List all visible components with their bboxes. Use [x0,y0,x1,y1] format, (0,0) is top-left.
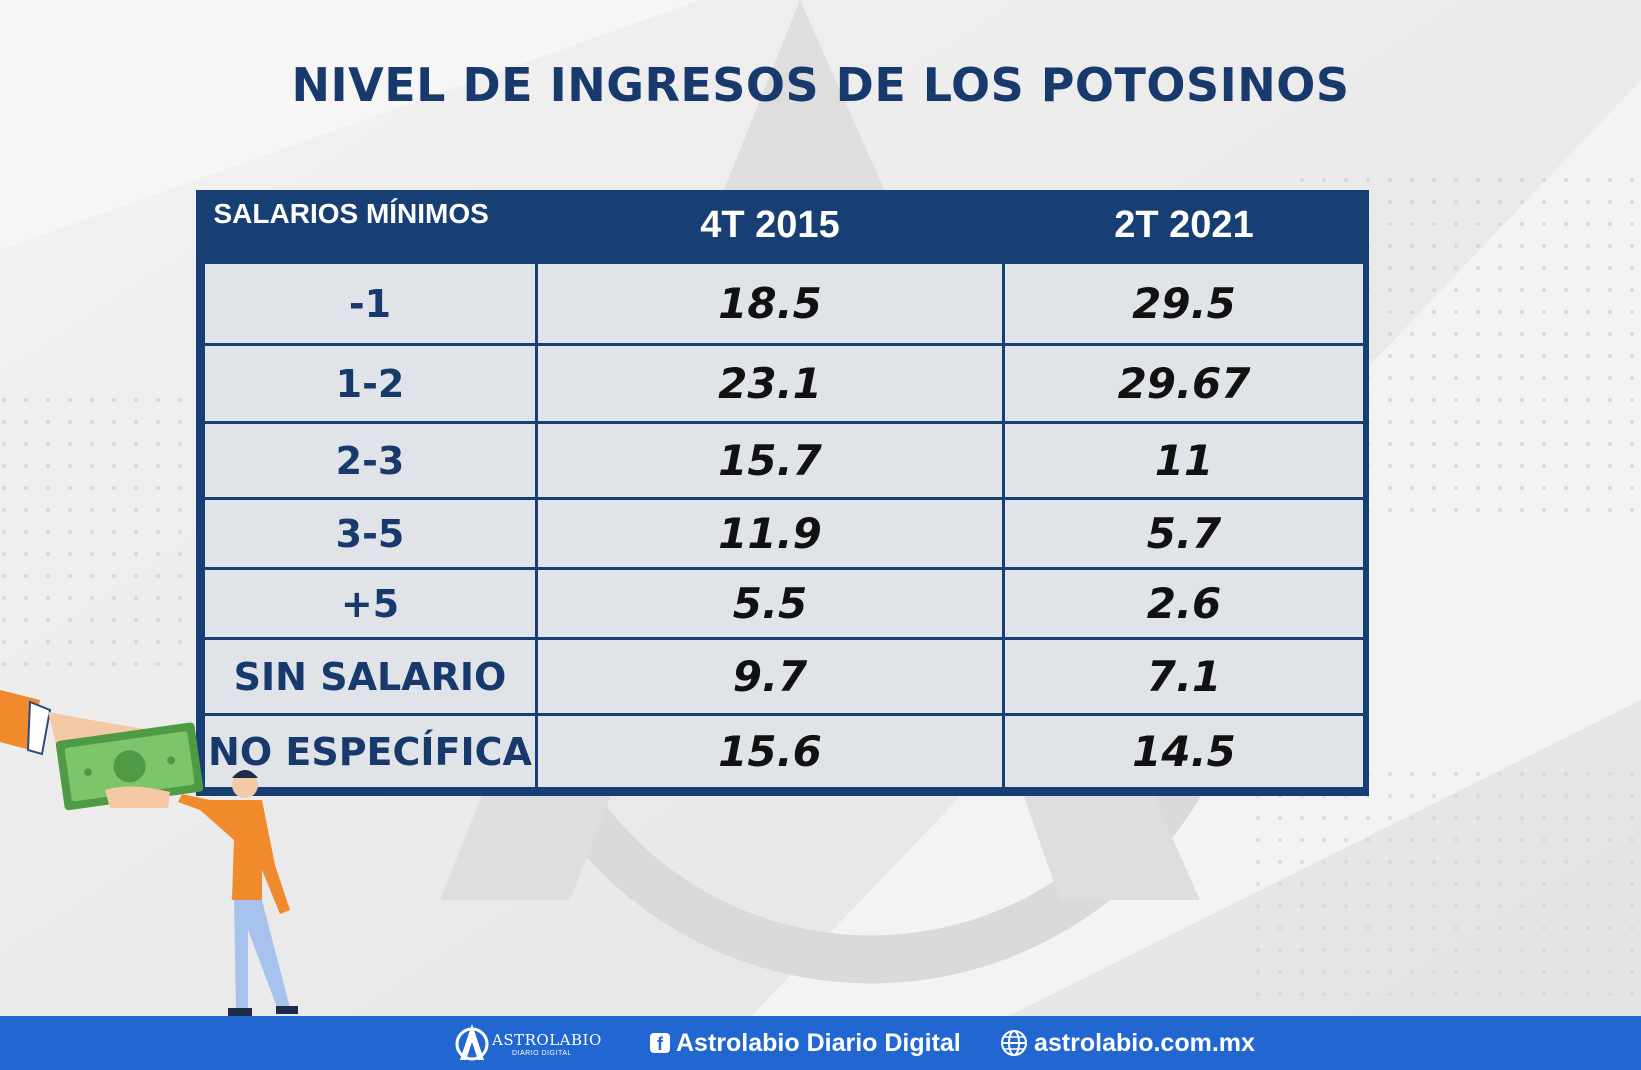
facebook-link[interactable]: f Astrolabio Diario Digital [650,1026,961,1060]
logo-subtext: DIARIO DIGITAL [512,1050,572,1057]
facebook-icon: f [650,1033,670,1053]
column-header: SALARIOS MÍNIMOS [213,198,489,229]
cell-value: 9.7 [535,636,1005,717]
row-category: SIN SALARIO [202,636,538,717]
cell-value: 29.67 [1002,343,1366,425]
cell-value: 15.6 [535,713,1005,790]
table-row: SIN SALARIO 9.7 7.1 [202,636,1366,717]
row-category: +5 [202,567,538,640]
logo-text: ASTROLABIO [492,1031,602,1049]
table-row: 2-3 15.7 11 [202,421,1366,501]
cell-value: 11 [1002,421,1366,501]
row-category: 2-3 [202,421,538,501]
table-row: +5 5.5 2.6 [202,567,1366,640]
row-category: 1-2 [202,343,538,425]
cell-value: 29.5 [1002,260,1366,347]
globe-icon [1001,1030,1027,1056]
astrolabio-logo[interactable]: ASTROLABIO DIARIO DIGITAL [452,1022,601,1064]
cell-value: 2.6 [1002,567,1366,640]
income-table-grid: SALARIOS MÍNIMOS 4T 2015 2T 2021 -1 18.5 2… [202,190,1366,790]
column-header: 2T 2021 [1114,204,1254,246]
cell-value: 14.5 [1002,713,1366,790]
page-title: NIVEL DE INGRESOS DE LOS POTOSINOS [291,58,1350,112]
row-category: -1 [202,260,538,347]
cell-value: 11.9 [535,497,1005,571]
cell-value: 7.1 [1002,636,1366,717]
table-row: 1-2 23.1 29.67 [202,343,1366,425]
website-label: astrolabio.com.mx [1034,1028,1255,1057]
row-category: 3-5 [202,497,538,571]
table-row: -1 18.5 29.5 [202,260,1366,347]
money-hand-illustration [0,690,298,1016]
facebook-label: Astrolabio Diario Digital [676,1028,961,1057]
table-header-row: SALARIOS MÍNIMOS 4T 2015 2T 2021 [204,190,1365,263]
website-link[interactable]: astrolabio.com.mx [1000,1026,1255,1060]
cell-value: 5.7 [1002,497,1366,571]
footer-bar: ASTROLABIO DIARIO DIGITAL f Astrolabio D… [0,1016,1641,1070]
cell-value: 23.1 [535,343,1005,425]
column-header: 4T 2015 [700,204,840,246]
income-table: SALARIOS MÍNIMOS 4T 2015 2T 2021 -1 18.5 2… [196,190,1369,796]
cell-value: 15.7 [535,421,1005,501]
cell-value: 5.5 [535,567,1005,640]
table-row: 3-5 11.9 5.7 [202,497,1366,571]
astrolabio-logo-icon [455,1024,489,1061]
row-category: NO ESPECÍFICA [202,713,538,790]
table-row: NO ESPECÍFICA 15.6 14.5 [202,713,1366,790]
person-illustration [178,770,298,1016]
cell-value: 18.5 [535,260,1005,347]
